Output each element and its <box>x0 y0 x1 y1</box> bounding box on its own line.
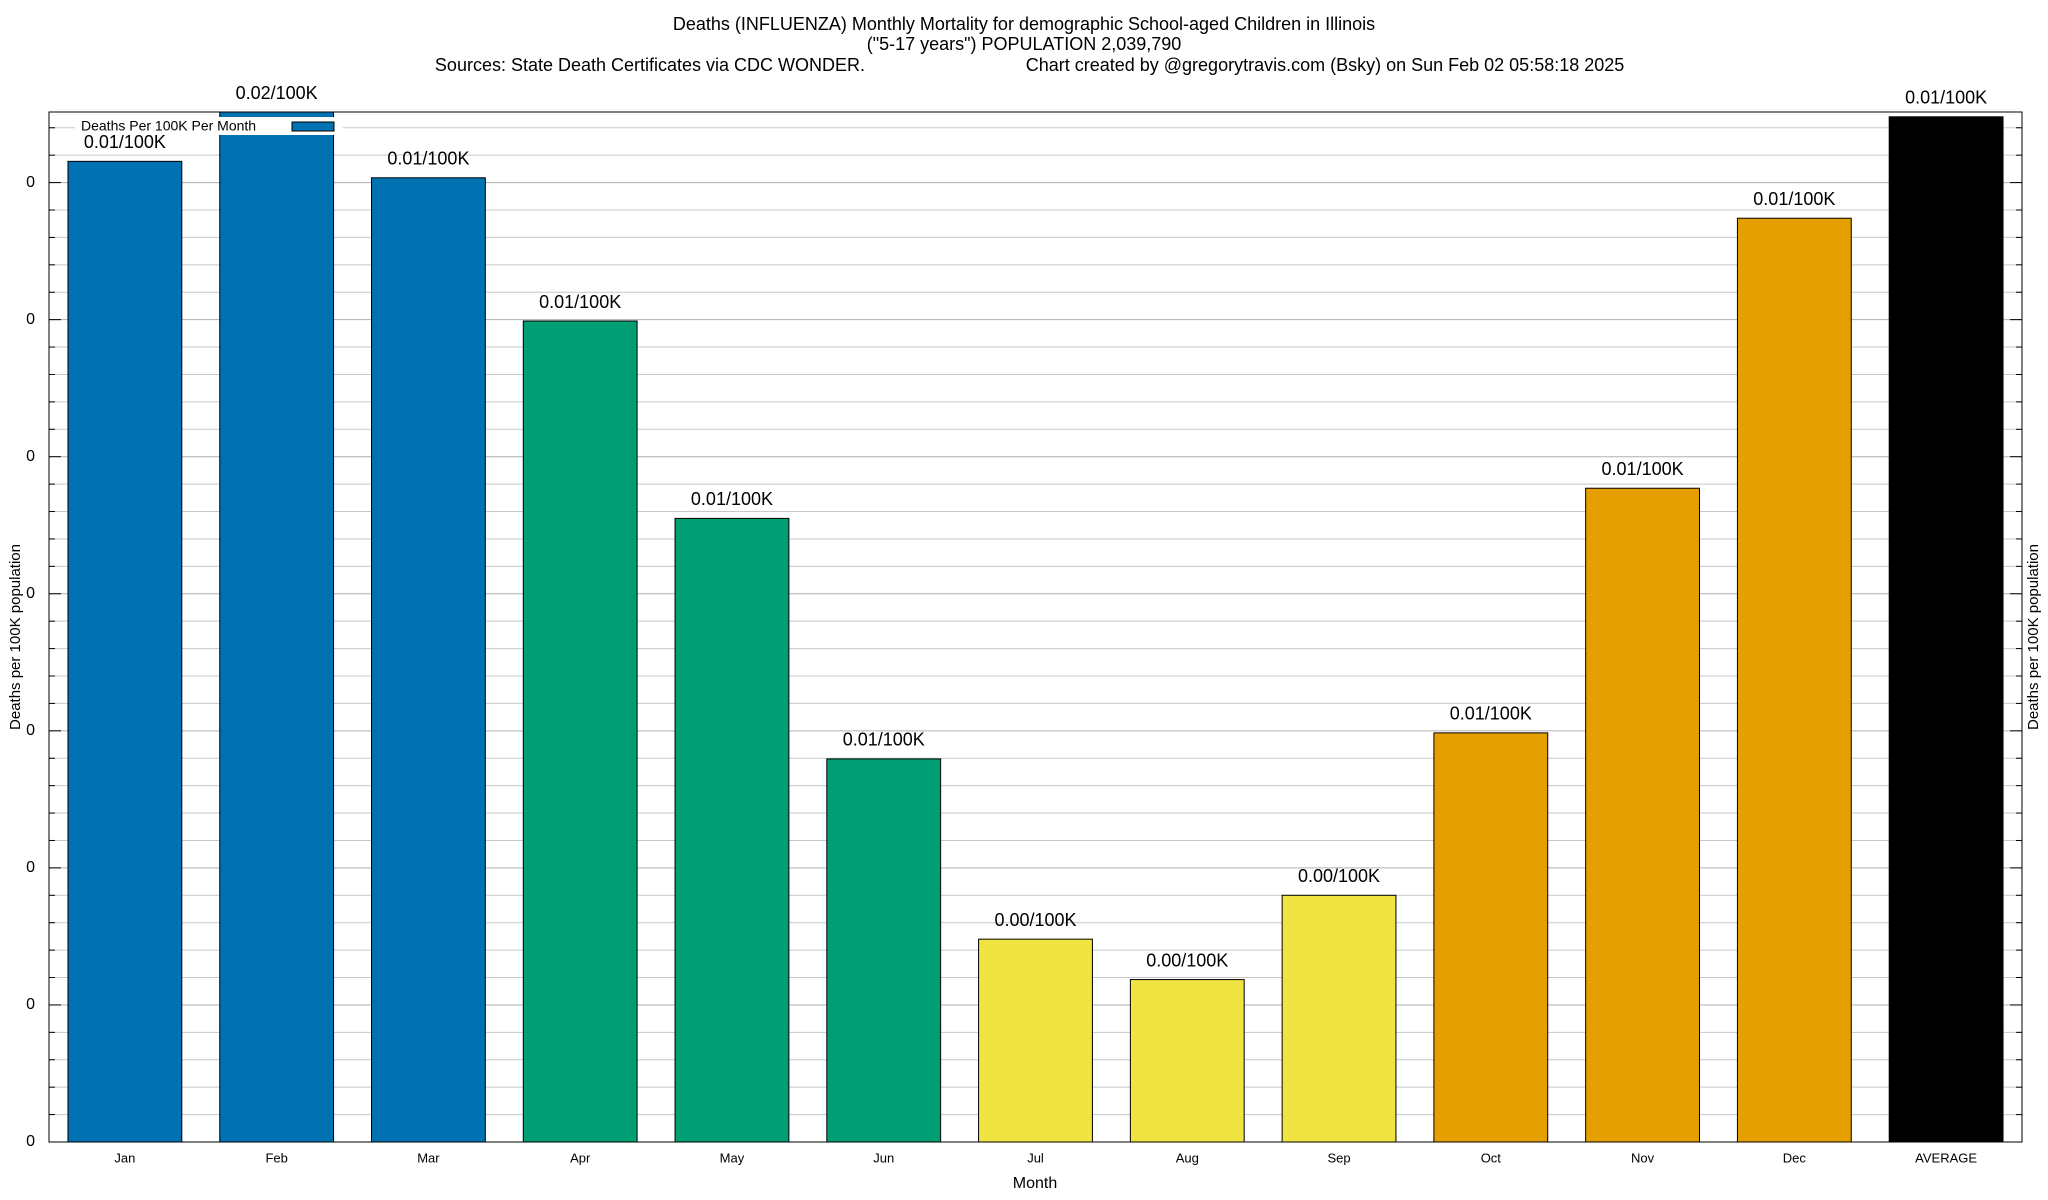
bar <box>522 320 638 1143</box>
legend-box <box>75 117 343 135</box>
chart-title: Deaths (INFLUENZA) Monthly Mortality for… <box>673 14 1375 34</box>
value-label: 0.00/100K <box>1298 866 1380 886</box>
value-label: 0.01/100K <box>1602 459 1684 479</box>
y-axis-label: Deaths per 100K population <box>7 544 24 730</box>
bar <box>371 177 486 1143</box>
value-label: 0.01/100K <box>387 149 469 169</box>
bar <box>1281 894 1397 1143</box>
y-tick-label: 0 <box>26 585 35 602</box>
y-tick-label: 0 <box>26 1133 35 1150</box>
plot-frame <box>48 111 2023 1143</box>
bar <box>67 160 183 1143</box>
bar <box>1888 116 2004 1143</box>
value-label: 0.01/100K <box>539 292 621 312</box>
x-tick-label: Jun <box>873 1150 894 1165</box>
bar <box>674 517 790 1143</box>
value-label: 0.01/100K <box>1905 88 1987 108</box>
bar <box>1129 979 1245 1143</box>
y-tick-label: 0 <box>26 996 35 1013</box>
value-label: 0.01/100K <box>691 489 773 509</box>
x-tick-label: Oct <box>1481 1150 1502 1165</box>
x-tick-label: Nov <box>1631 1150 1655 1165</box>
y-tick-label: 0 <box>26 311 35 328</box>
bar <box>219 111 335 1143</box>
source-note: Sources: State Death Certificates via CD… <box>435 55 865 75</box>
bar <box>826 758 942 1143</box>
legend-swatch <box>291 121 335 132</box>
value-label: 0.01/100K <box>84 132 166 152</box>
value-label: 0.00/100K <box>1146 950 1228 970</box>
value-label: 0.01/100K <box>843 730 925 750</box>
credit-note: Chart created by @gregorytravis.com (Bsk… <box>1026 55 1625 75</box>
y-tick-label: 0 <box>26 722 35 739</box>
x-tick-label: Apr <box>570 1150 591 1165</box>
x-tick-label: May <box>720 1150 745 1165</box>
y2-axis-label: Deaths per 100K population <box>2025 544 2042 730</box>
value-label: 0.01/100K <box>1753 189 1835 209</box>
x-tick-label: Feb <box>265 1150 287 1165</box>
x-axis-label: Month <box>1013 1175 1057 1192</box>
chart-subtitle: ("5-17 years") POPULATION 2,039,790 <box>867 34 1182 54</box>
bar <box>978 938 1093 1143</box>
value-label: 0.00/100K <box>994 910 1076 930</box>
y-tick-label: 0 <box>26 859 35 876</box>
bar <box>1585 487 1700 1143</box>
y-tick-label: 0 <box>26 174 35 191</box>
x-tick-label: Aug <box>1176 1150 1199 1165</box>
x-tick-label: Jul <box>1027 1150 1044 1165</box>
x-tick-label: Jan <box>114 1150 135 1165</box>
x-tick-label: Sep <box>1327 1150 1350 1165</box>
x-tick-label: Dec <box>1783 1150 1807 1165</box>
x-tick-label: Mar <box>417 1150 440 1165</box>
value-label: 0.02/100K <box>236 83 318 103</box>
bar <box>1736 217 1852 1143</box>
bar <box>1433 732 1549 1143</box>
legend-label: Deaths Per 100K Per Month <box>81 118 256 134</box>
x-tick-label: AVERAGE <box>1915 1150 1977 1165</box>
y-tick-label: 0 <box>26 448 35 465</box>
value-label: 0.01/100K <box>1450 704 1532 724</box>
